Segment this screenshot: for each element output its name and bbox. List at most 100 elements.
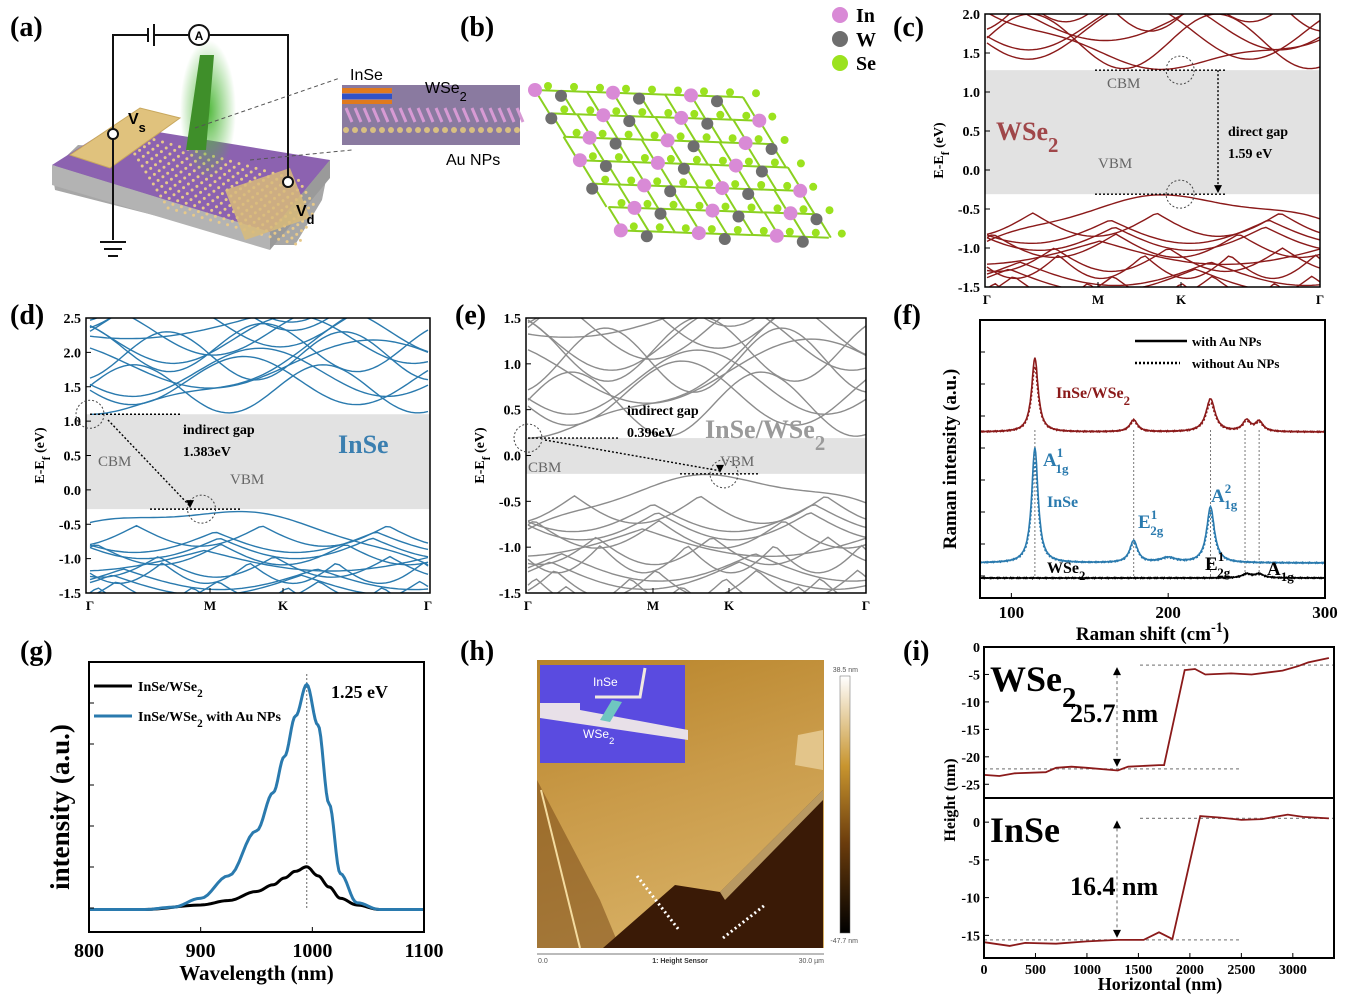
valence-band <box>90 600 428 621</box>
indium-atom <box>596 108 611 123</box>
au-nanoparticle <box>192 213 196 217</box>
conduction-band <box>89 318 429 365</box>
au-nanoparticle <box>228 204 232 208</box>
au-nanoparticle <box>397 127 403 133</box>
y-tick-label: 1.5 <box>963 47 981 62</box>
valence-band <box>986 240 1320 266</box>
au-nanoparticle <box>160 184 164 188</box>
au-nanoparticle <box>152 172 156 176</box>
au-nanoparticle <box>216 195 220 199</box>
afm-axis-end-part: 30.0 µm <box>799 958 825 965</box>
y-axis-label: E-Ef (eV) <box>473 427 493 484</box>
arrowhead <box>1113 667 1121 676</box>
indium-atom <box>613 223 628 238</box>
valence-band <box>528 604 866 631</box>
y-tick-label-part: 0.0 <box>64 484 82 499</box>
x-tick-label: 200 <box>1155 603 1181 622</box>
k-point-label: K <box>1176 292 1187 307</box>
au-nanoparticle <box>211 199 215 203</box>
au-nanoparticle <box>184 166 188 170</box>
panel-label-d-part: (d) <box>10 300 44 331</box>
indium-atom <box>728 158 743 173</box>
band-gap-region <box>86 414 430 510</box>
bond <box>660 207 687 211</box>
inse-layer <box>342 94 392 99</box>
selenium-atom <box>692 155 701 164</box>
tungsten-atom <box>623 115 636 128</box>
series-label-part: WSe <box>1047 560 1079 577</box>
au-nanoparticle <box>343 127 349 133</box>
tungsten-atom <box>810 213 823 226</box>
y-axis-label-part: intensity (a.u.) <box>45 724 75 890</box>
y-tick-label: -10 <box>961 892 980 907</box>
au-nanoparticle <box>370 127 376 133</box>
au-nanoparticle <box>152 138 156 142</box>
inset-electrode <box>595 667 647 699</box>
wse2-atoms <box>389 107 399 123</box>
mode-sub: 1g <box>1056 461 1070 476</box>
au-nanoparticle <box>246 164 249 168</box>
au-nanoparticle <box>181 195 184 199</box>
y-tick-label-part: 0.0 <box>504 450 522 465</box>
au-nanoparticle <box>155 153 159 157</box>
valence-band <box>986 268 1251 287</box>
au-nanoparticle <box>268 235 272 239</box>
wse2-atoms <box>443 107 453 123</box>
inset-wse2-label-part: WSe <box>425 80 460 97</box>
legend-label: InSe/WSe2 <box>138 680 203 700</box>
k-point-label: M <box>647 598 659 613</box>
x-axis-label: Wavelength (nm) <box>179 961 334 985</box>
x-tick-label-part: 1000 <box>1073 963 1101 978</box>
au-nanoparticle <box>240 177 244 181</box>
panel-label-f: (f) <box>893 300 921 331</box>
legend-se-marker <box>832 55 848 71</box>
au-nanoparticle <box>244 174 248 178</box>
panel-label-i-part: (i) <box>903 636 929 667</box>
panel-label-a: (a) <box>10 12 43 43</box>
selenium-atom <box>596 83 604 92</box>
selenium-atom <box>638 108 647 117</box>
material-label: InSe <box>338 430 389 459</box>
selenium-atom <box>681 224 690 233</box>
valence-band <box>987 312 1320 335</box>
x-axis-label-part: Wavelength (nm) <box>179 961 334 985</box>
au-nanoparticle <box>199 190 203 194</box>
wse2-atoms <box>506 107 516 123</box>
gap-value-label: 1.383eV <box>183 445 231 460</box>
au-nanoparticle <box>201 206 205 210</box>
conduction-band <box>527 360 866 426</box>
y-tick-label-part: -1.5 <box>59 587 81 602</box>
selenium-atom <box>679 178 688 187</box>
au-nanoparticle <box>290 236 294 240</box>
k-point-label-part: Γ <box>424 598 432 613</box>
indium-atom <box>572 153 587 168</box>
step-height-label: 16.4 nm <box>1070 872 1158 901</box>
au-nanoparticle <box>297 178 300 182</box>
selenium-atom <box>721 202 730 211</box>
au-nanoparticle <box>181 151 185 155</box>
y-tick-label: 1.0 <box>504 358 522 373</box>
au-nanoparticle <box>141 154 145 158</box>
valence-band <box>527 473 866 530</box>
x-tick-label: 500 <box>1025 963 1046 978</box>
legend-without-au-label: without Au NPs <box>1192 356 1279 371</box>
gap-type-label-part: indirect gap <box>627 404 699 419</box>
au-nanoparticle <box>169 142 173 146</box>
zoom-guide <box>249 149 353 161</box>
selenium-atom <box>728 134 737 143</box>
band-lines <box>986 14 1320 335</box>
legend-w-label: W <box>856 29 876 51</box>
x-tick-label-part: 0 <box>981 963 988 978</box>
au-nanoparticle <box>156 144 160 148</box>
k-point-label: Γ <box>1316 292 1324 307</box>
panel-label-h: (h) <box>460 636 494 667</box>
selenium-atom <box>624 130 633 139</box>
indium-atom <box>691 226 706 241</box>
colorbar <box>839 675 851 934</box>
tungsten-atom <box>555 89 567 102</box>
plot-frame <box>984 13 1321 288</box>
selenium-atom <box>811 228 820 237</box>
au-nanoparticle <box>230 219 234 223</box>
panel-label-i: (i) <box>903 636 929 667</box>
x-tick-label: 1500 <box>1124 963 1152 978</box>
